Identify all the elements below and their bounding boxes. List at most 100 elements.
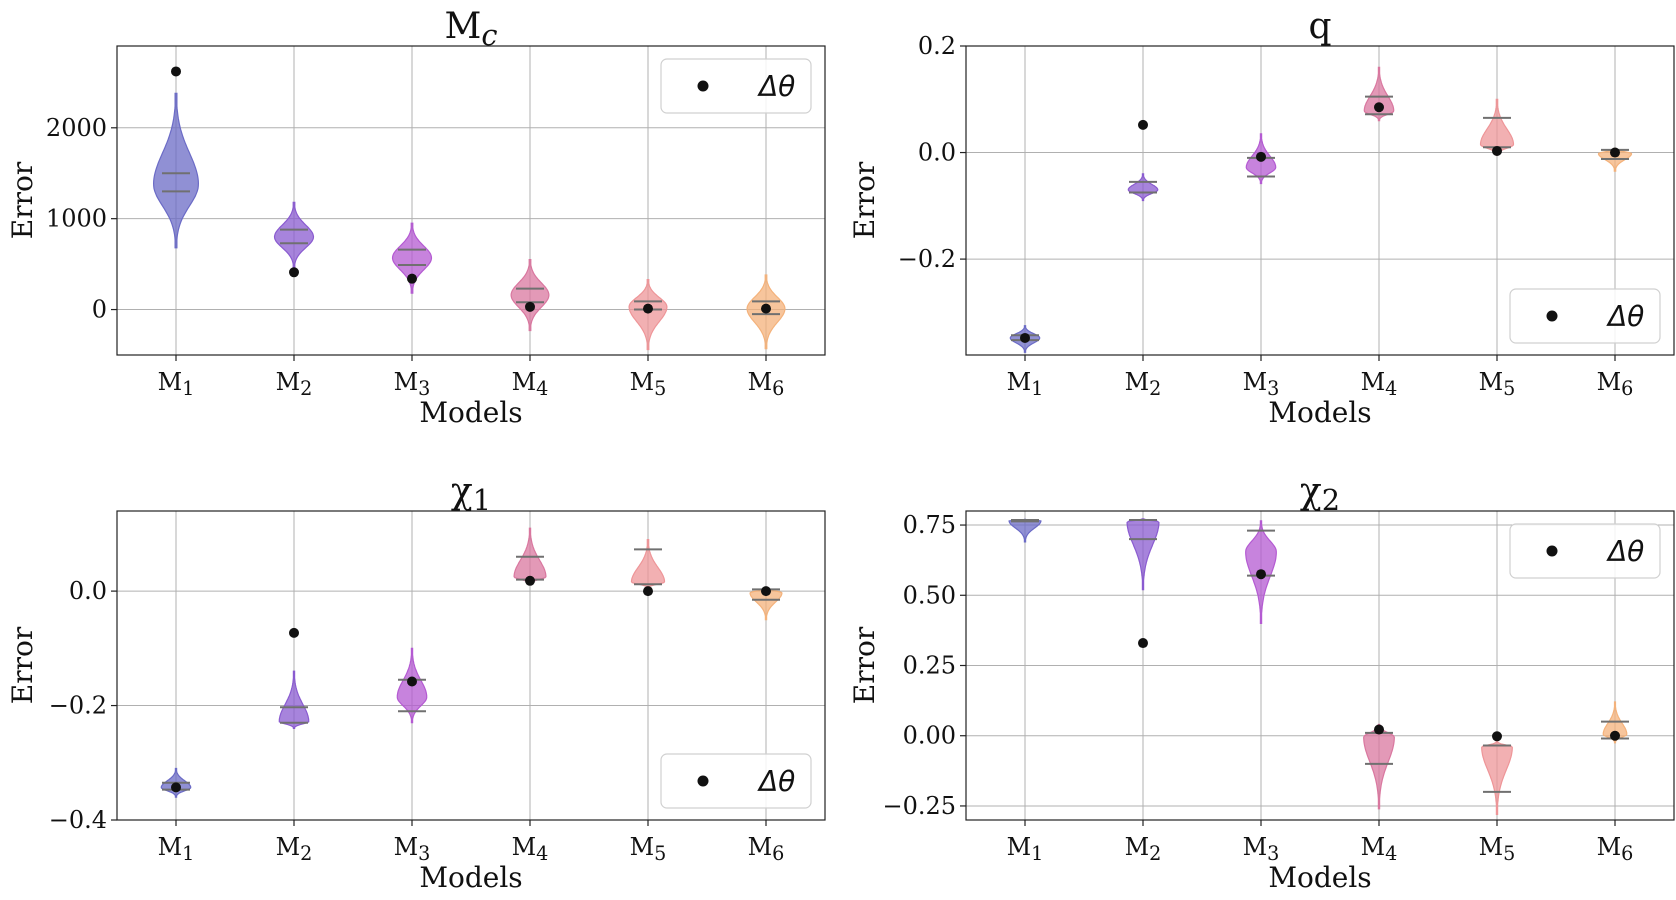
y-tick-label: −0.25 [882,792,956,820]
axes-frame [116,45,826,356]
delta-theta-point [1610,147,1620,158]
x-tick-label: M4 [512,368,549,400]
x-tick-label: M5 [1479,833,1516,865]
y-tick-label: 1000 [46,205,107,233]
legend: Δθ [660,753,812,809]
delta-theta-point [1256,569,1266,580]
x-axis-label: Models [1268,396,1371,429]
y-tick-label: −0.2 [898,245,956,273]
y-axis-label: Error [848,626,881,704]
delta-theta-point [525,301,535,312]
y-tick-label: 0 [92,296,107,324]
violin-2 [1126,518,1160,591]
legend-label: Δθ [1606,535,1644,568]
violin-2 [1127,173,1159,202]
legend-marker [697,80,709,92]
violin-5 [1481,740,1513,815]
legend: Δθ [1509,523,1661,579]
x-tick-label: M6 [1597,833,1634,865]
y-tick-label: 0.25 [903,652,956,680]
violin-2 [278,670,310,729]
chart-title: Mc [444,6,497,52]
y-tick-label: 0.2 [918,32,956,60]
y-tick-label: 0.0 [918,139,956,167]
delta-theta-point [1610,730,1620,741]
violin-4 [1363,723,1395,810]
y-axis-label: Error [6,626,39,704]
delta-theta-point [407,676,417,687]
violin-5 [628,279,668,351]
x-axis-label: Models [419,396,522,429]
y-tick-label: 2000 [46,114,107,142]
delta-theta-point [643,586,653,597]
delta-theta-point [525,575,535,586]
x-tick-label: M2 [276,368,313,400]
violin-1 [152,92,200,249]
delta-theta-point [1256,151,1266,162]
x-tick-label: M5 [630,368,667,400]
legend: Δθ [1509,288,1661,344]
delta-theta-point [407,273,417,284]
x-tick-label: M2 [1125,368,1162,400]
y-axis-label: Error [848,161,881,239]
legend-box [1509,288,1661,344]
x-tick-label: M2 [1125,833,1162,865]
legend-box [1509,523,1661,579]
x-tick-label: M5 [630,833,667,865]
legend-box [660,753,812,809]
delta-theta-point [1492,731,1502,742]
x-tick-label: M3 [1243,368,1280,400]
violin-4 [1363,66,1395,122]
delta-theta-point [643,303,653,314]
y-tick-label: 0.0 [69,577,107,605]
x-tick-label: M6 [748,368,785,400]
legend-label: Δθ [1606,300,1644,333]
x-tick-label: M1 [1007,368,1044,400]
x-tick-label: M5 [1479,368,1516,400]
delta-theta-point [171,782,181,793]
chart-panel-3: −0.4 −0.2 0.0 M1 M2 M3 M4 M5 M6 Models Error χ1 Δθ [6,471,826,894]
chart-panel-2: −0.2 0.0 0.2 M1 M2 M3 M4 M5 M6 Models Error q Δθ [848,6,1675,429]
y-tick-label: −0.4 [49,806,107,834]
delta-theta-point [1374,102,1384,113]
x-tick-label: M3 [394,833,431,865]
x-tick-label: M1 [1007,833,1044,865]
chart-panel-4: −0.25 0.00 0.25 0.50 0.75 M1 M2 M3 M4 M5 M6 Models E… [848,471,1675,894]
legend-label: Δθ [757,70,795,103]
y-axis-label: Error [6,161,39,239]
x-tick-label: M4 [1361,368,1398,400]
delta-theta-point [289,267,299,278]
x-tick-label: M4 [512,833,549,865]
violin-3 [391,222,433,294]
legend-marker [1546,545,1558,557]
x-tick-label: M6 [1597,368,1634,400]
chart-panel-1: 0 1000 2000 M1 M2 M3 M4 M5 M6 Models Error Mc Δθ [6,6,826,429]
delta-theta-point [1138,638,1148,649]
y-tick-label: 0.50 [903,581,956,609]
y-tick-label: −0.2 [49,692,107,720]
x-tick-label: M1 [158,368,195,400]
legend-box [660,58,812,114]
delta-theta-point [1492,145,1502,156]
chart-title: q [1308,6,1331,47]
delta-theta-point [1138,119,1148,130]
violin-5 [630,539,666,589]
chart-title: χ1 [451,471,491,517]
legend: Δθ [660,58,812,114]
x-axis-label: Models [1268,861,1371,894]
x-tick-label: M6 [748,833,785,865]
y-tick-label: 0.75 [903,511,956,539]
x-tick-label: M1 [158,833,195,865]
axes-frame [116,510,826,821]
delta-theta-point [1020,332,1030,343]
axes-frame [965,45,1675,356]
x-tick-label: M4 [1361,833,1398,865]
x-tick-label: M3 [1243,833,1280,865]
violin-5 [1479,98,1515,156]
delta-theta-point [761,586,771,597]
x-axis-label: Models [419,861,522,894]
violin-1 [1008,518,1042,543]
x-tick-label: M3 [394,368,431,400]
delta-theta-point [289,627,299,638]
